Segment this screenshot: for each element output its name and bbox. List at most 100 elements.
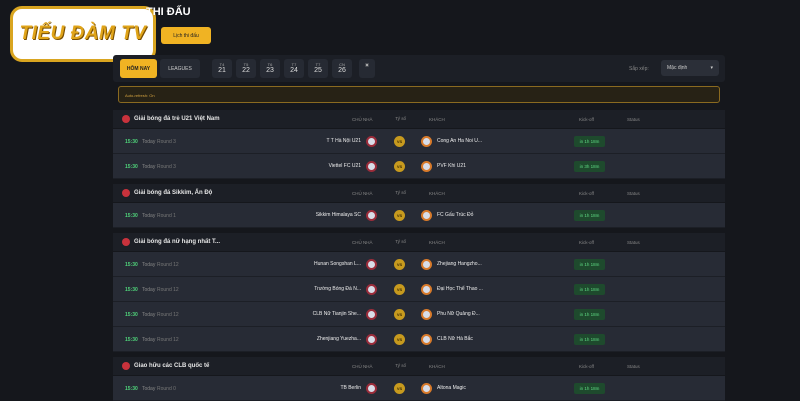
away-team: PVF Khi U21	[437, 163, 466, 169]
date-day: T4	[219, 62, 225, 67]
home-team: Trường Bóng Đá N...	[314, 286, 361, 292]
date-number: 24	[290, 67, 298, 74]
league-flag	[122, 115, 130, 123]
date-tab[interactable]: T7 24	[284, 59, 304, 78]
match-row[interactable]: 15:30 Today Round 0 TB Berlin VS Altona Magic…	[113, 376, 725, 401]
match-row[interactable]: 15:30 Today Round 3 T T Hà Nội U21 VS Cong An…	[113, 129, 725, 154]
away-logo	[421, 210, 432, 221]
league-header: Giải bóng đá nữ hạng nhất T... CHỦ NHÀ Tỷ …	[113, 233, 725, 251]
match-score: VS	[394, 334, 405, 345]
league-header: Giải bóng đá trẻ U21 Việt Nam CHỦ NHÀ Tỷ s…	[113, 110, 725, 128]
away-logo	[421, 259, 432, 270]
date-tab[interactable]: T6 23	[260, 59, 280, 78]
away-team: Đại Học Thể Thao ...	[437, 286, 483, 292]
sort-value: Mặc định	[667, 65, 688, 71]
home-team: Hunan Songshan L...	[314, 261, 361, 267]
home-logo	[366, 309, 377, 320]
match-day: Today	[142, 386, 156, 392]
match-day: Today	[142, 287, 156, 293]
league-name[interactable]: Giải bóng đá nữ hạng nhất T...	[134, 239, 221, 245]
match-score: VS	[394, 210, 405, 221]
col-away: KHÁCH	[429, 364, 445, 369]
col-home: CHỦ NHÀ	[352, 240, 373, 245]
match-time: 15:30	[125, 287, 138, 293]
match-day: Today	[142, 337, 156, 343]
col-status: Status	[627, 364, 640, 369]
home-team: T T Hà Nội U21	[326, 138, 361, 144]
home-logo	[366, 383, 377, 394]
logo[interactable]: TIẾU ĐÀM TV	[10, 6, 156, 62]
match-time: 15:30	[125, 312, 138, 318]
date-day: T6	[267, 62, 273, 67]
match-round: Round 12	[157, 287, 179, 293]
col-kickoff: Kick-off	[579, 364, 594, 369]
home-logo	[366, 284, 377, 295]
date-tab[interactable]: T5 22	[236, 59, 256, 78]
match-row[interactable]: 15:30 Today Round 3 Viettel FC U21 VS PVF Khi…	[113, 154, 725, 179]
match-row[interactable]: 15:30 Today Round 12 CLB Nữ Tianjin She... V…	[113, 302, 725, 327]
match-row[interactable]: 15:30 Today Round 12 Trường Bóng Đá N... VS Đ…	[113, 277, 725, 302]
away-team: Altona Magic	[437, 385, 466, 391]
away-team: FC Gấu Trúc Đỏ	[437, 212, 474, 218]
home-logo	[366, 161, 377, 172]
match-time: 15:30	[125, 337, 138, 343]
col-home: CHỦ NHÀ	[352, 117, 373, 122]
match-time: 15:30	[125, 386, 138, 392]
today-tab[interactable]: HÔM NAY	[120, 59, 157, 78]
league-header: Giải bóng đá Sikkim, Ấn Độ CHỦ NHÀ Tỷ số KH…	[113, 184, 725, 202]
away-team: CLB Nữ Hà Bắc	[437, 336, 473, 342]
match-round: Round 0	[157, 386, 176, 392]
league-flag	[122, 362, 130, 370]
match-round: Round 3	[157, 164, 176, 170]
match-row[interactable]: 15:30 Today Round 12 Hunan Songshan L... VS Z…	[113, 252, 725, 277]
match-round: Round 12	[157, 262, 179, 268]
sort-select[interactable]: Mặc định ▾	[661, 60, 719, 76]
league-name[interactable]: Giải bóng đá trẻ U21 Việt Nam	[134, 116, 220, 122]
league-name[interactable]: Giải bóng đá Sikkim, Ấn Độ	[134, 190, 213, 196]
match-score: VS	[394, 136, 405, 147]
match-score: VS	[394, 309, 405, 320]
home-team: TB Berlin	[340, 385, 361, 391]
kickoff-badge: in 1h 18m	[574, 136, 605, 147]
date-day: T7	[315, 62, 321, 67]
match-day: Today	[142, 312, 156, 318]
date-tab[interactable]: CN 26	[332, 59, 352, 78]
date-day: CN	[339, 62, 345, 67]
col-score: Tỷ số	[395, 239, 407, 244]
date-tab[interactable]: T4 21	[212, 59, 232, 78]
match-score: VS	[394, 161, 405, 172]
col-kickoff: Kick-off	[579, 240, 594, 245]
match-round: Round 12	[157, 312, 179, 318]
date-tab[interactable]: T7 25	[308, 59, 328, 78]
date-number: 25	[314, 67, 322, 74]
home-team: Viettel FC U21	[328, 163, 361, 169]
match-score: VS	[394, 383, 405, 394]
kickoff-badge: in 1h 18m	[574, 210, 605, 221]
match-round: Round 3	[157, 139, 176, 145]
match-time: 15:30	[125, 164, 138, 170]
match-row[interactable]: 15:30 Today Round 12 Zhenjiang Yuezha... VS C…	[113, 327, 725, 352]
kickoff-badge: in 1h 18m	[574, 383, 605, 394]
away-logo	[421, 136, 432, 147]
calendar-button[interactable]: ▣	[359, 59, 375, 78]
kickoff-badge: in 1h 18m	[574, 284, 605, 295]
match-row[interactable]: 15:30 Today Round 1 Sikkim Himalaya SC VS FC …	[113, 203, 725, 228]
league-flag	[122, 189, 130, 197]
away-logo	[421, 284, 432, 295]
schedule-button[interactable]: Lịch thi đấu	[161, 27, 211, 44]
col-status: Status	[627, 240, 640, 245]
away-team: Phu Nữ Quảng Đ...	[437, 311, 480, 317]
match-score: VS	[394, 259, 405, 270]
col-score: Tỷ số	[395, 190, 407, 195]
col-kickoff: Kick-off	[579, 191, 594, 196]
date-number: 22	[242, 67, 250, 74]
league-name[interactable]: Giao hữu các CLB quốc tế	[134, 363, 210, 369]
leagues-tab[interactable]: LEAGUES	[160, 59, 200, 78]
match-day: Today	[142, 164, 156, 170]
col-status: Status	[627, 117, 640, 122]
away-logo	[421, 309, 432, 320]
match-day: Today	[142, 139, 156, 145]
match-score: VS	[394, 284, 405, 295]
match-time: 15:30	[125, 213, 138, 219]
kickoff-badge: in 1h 18m	[574, 259, 605, 270]
